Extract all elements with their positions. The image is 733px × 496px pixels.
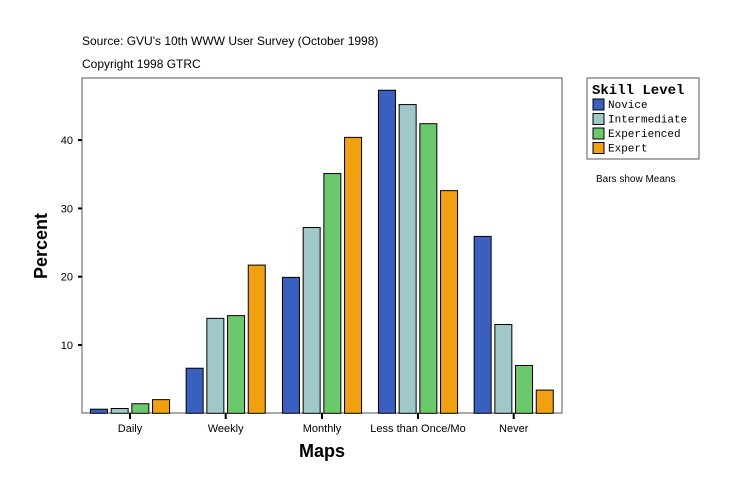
bar-expert-2 [344,136,363,414]
bar-intermediate-0 [110,408,129,414]
bar-novice-3 [377,89,396,414]
y-tick-label: 40 [61,135,73,147]
legend-box [586,77,700,160]
bar-novice-1 [185,367,204,414]
legend-label-novice: Novice [608,100,648,112]
y-axis: 10 20 30 40 [61,135,82,352]
bar-intermediate-4 [494,324,513,414]
x-tick-label: Monthly [303,423,342,435]
x-tick-label: Never [499,423,529,435]
chart-title: Source: GVU's 10th WWW User Survey (Octo… [82,34,378,48]
x-axis: Daily Weekly Monthly Less than Once/Mo Never [118,413,529,435]
bar-expert-1 [247,264,266,414]
x-axis-label: Maps [299,441,345,461]
x-tick-label: Less than Once/Mo [370,423,465,435]
bars [89,89,554,414]
bar-experienced-2 [323,173,342,414]
legend-swatch-novice [592,98,605,111]
bar-experienced-4 [515,364,534,414]
bar-novice-0 [89,408,108,414]
legend-label-experienced: Experienced [608,129,681,141]
legend-swatch-expert [592,142,605,154]
x-tick-label: Weekly [208,423,244,435]
legend: Skill Level Novice Intermediate Experience… [586,77,700,160]
legend-label-expert: Expert [608,144,648,156]
chart-note: Bars show Means [596,174,675,185]
legend-label-intermediate: Intermediate [608,115,687,127]
y-axis-label: Percent [31,213,51,279]
y-tick-label: 30 [61,203,73,215]
legend-swatch-intermediate [592,113,605,125]
bar-experienced-0 [131,403,150,414]
legend-title: Skill Level [592,83,684,99]
bar-intermediate-3 [398,104,417,414]
bar-novice-4 [473,235,492,414]
bar-expert-3 [440,190,459,414]
bar-expert-4 [535,389,554,414]
bar-intermediate-2 [302,227,321,414]
bar-experienced-1 [227,315,246,414]
bar-novice-2 [281,276,300,414]
bar-intermediate-1 [206,317,225,414]
y-tick-label: 20 [61,272,73,284]
bar-experienced-3 [419,123,438,414]
chart-subtitle: Copyright 1998 GTRC [82,57,201,71]
x-tick-label: Daily [118,423,143,435]
y-tick-label: 10 [61,340,73,352]
bar-expert-0 [152,399,171,414]
legend-swatch-experienced [592,127,605,140]
